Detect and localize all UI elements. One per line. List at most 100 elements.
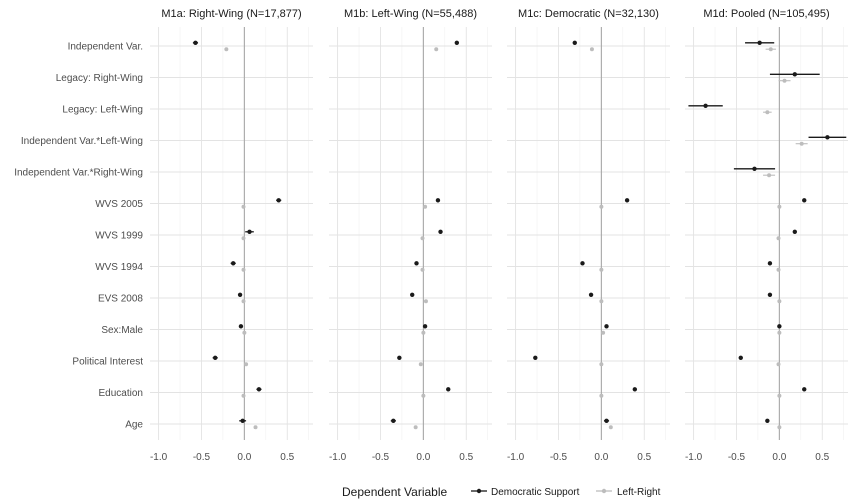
point-democratic-support-wvs-1999	[247, 229, 252, 234]
point-democratic-support-education	[446, 387, 451, 392]
point-democratic-support-wvs-1999	[438, 229, 443, 234]
point-democratic-support-age	[604, 418, 609, 423]
point-democratic-support-education	[802, 387, 807, 392]
panel-3: M1c: Democratic (N=32,130) -1.0 -0.5 0.0 0.5	[507, 8, 670, 463]
legend-key-democratic-support-point	[476, 488, 482, 494]
point-democratic-support-independent-var-left-wing	[825, 135, 830, 140]
point-left-right-wvs-1994	[776, 267, 781, 272]
legend-label-left-right: Left-Right	[617, 487, 661, 498]
point-left-right-age	[253, 425, 258, 430]
point-left-right-sex-male	[777, 330, 782, 335]
panel-2: M1b: Left-Wing (N=55,488) -1.0 -0.5 0.0 0.5	[329, 8, 492, 463]
point-left-right-wvs-2005	[423, 204, 428, 209]
x-tick-label: -0.5	[550, 452, 568, 463]
point-democratic-support-evs-2008	[410, 292, 415, 297]
point-left-right-age	[777, 425, 782, 430]
legend: Dependent Variable Democratic Support Le…	[342, 485, 661, 499]
point-democratic-support-age	[765, 418, 770, 423]
point-left-right-wvs-2005	[777, 204, 782, 209]
point-democratic-support-wvs-2005	[435, 198, 441, 203]
point-left-right-education	[241, 393, 246, 398]
point-democratic-support-wvs-1994	[231, 261, 236, 266]
point-democratic-support-political-interest	[533, 355, 538, 360]
point-democratic-support-independent-var	[572, 40, 577, 45]
point-left-right-independent-var	[589, 47, 594, 52]
panel-title-4: M1d: Pooled (N=105,495)	[703, 8, 829, 20]
x-tick-label: 0.5	[637, 452, 651, 463]
point-left-right-political-interest	[776, 362, 781, 367]
panel-title-3: M1c: Democratic (N=32,130)	[518, 8, 659, 20]
point-left-right-evs-2008	[423, 299, 428, 304]
point-left-right-age	[608, 425, 613, 430]
point-left-right-sex-male	[601, 330, 606, 335]
point-left-right-education	[599, 393, 604, 398]
point-democratic-support-wvs-2005	[276, 198, 281, 203]
point-left-right-legacy-right-wing	[782, 78, 787, 83]
x-tick-label: 0.0	[594, 452, 608, 463]
point-democratic-support-evs-2008	[767, 292, 773, 297]
point-democratic-support-political-interest	[738, 355, 743, 360]
point-left-right-wvs-1999	[776, 236, 781, 241]
point-left-right-independent-var	[224, 47, 229, 52]
point-left-right-wvs-2005	[599, 204, 604, 209]
point-democratic-support-wvs-1999	[792, 229, 798, 234]
y-axis-labels: Independent Var. Legacy: Right-Wing Legacy…	[14, 42, 143, 431]
x-tick-label: -1.0	[150, 452, 168, 463]
x-tick-label: 0.0	[416, 452, 430, 463]
point-democratic-support-age	[240, 418, 245, 423]
x-tick-label: 0.0	[772, 452, 786, 463]
x-tick-label: 0.0	[237, 452, 251, 463]
x-tick-label: -1.0	[685, 452, 703, 463]
point-left-right-political-interest	[418, 362, 423, 367]
point-left-right-sex-male	[421, 330, 426, 335]
point-democratic-support-independent-var-right-wing	[752, 166, 757, 171]
x-tick-label: 0.5	[815, 452, 829, 463]
point-left-right-evs-2008	[599, 299, 604, 304]
point-democratic-support-education	[632, 387, 638, 392]
point-left-right-wvs-1994	[599, 267, 604, 272]
y-label-age: Age	[125, 420, 143, 431]
legend-title: Dependent Variable	[342, 485, 448, 499]
point-left-right-sex-male	[242, 330, 247, 335]
point-democratic-support-wvs-2005	[624, 198, 630, 203]
point-democratic-support-wvs-1994	[414, 261, 419, 266]
point-left-right-evs-2008	[241, 299, 246, 304]
point-left-right-education	[777, 393, 782, 398]
point-democratic-support-sex-male	[238, 324, 244, 329]
panel-4: M1d: Pooled (N=105,495) -1.0 -0.5 0.0 0.5	[685, 8, 848, 463]
point-democratic-support-political-interest	[397, 355, 402, 360]
point-democratic-support-evs-2008	[588, 292, 594, 297]
panel-background	[329, 27, 492, 440]
y-label-sex-male: Sex:Male	[101, 325, 143, 336]
x-tick-label: 0.5	[280, 452, 294, 463]
point-democratic-support-legacy-right-wing	[792, 72, 798, 77]
point-democratic-support-wvs-1994	[580, 261, 585, 266]
point-democratic-support-independent-var	[193, 40, 198, 45]
legend-label-democratic-support: Democratic Support	[491, 487, 580, 498]
point-democratic-support-sex-male	[604, 324, 609, 329]
point-left-right-wvs-1994	[241, 267, 246, 272]
panel-title-1: M1a: Right-Wing (N=17,877)	[161, 8, 301, 20]
panel-1: M1a: Right-Wing (N=17,877) -1.0 -0.5 0.0 0.5	[150, 8, 313, 463]
y-label-independent-var-right-wing: Independent Var.*Right-Wing	[14, 168, 143, 179]
point-left-right-independent-var	[768, 47, 773, 52]
point-left-right-evs-2008	[777, 299, 782, 304]
panel-title-2: M1b: Left-Wing (N=55,488)	[344, 8, 477, 20]
point-left-right-political-interest	[244, 362, 249, 367]
point-democratic-support-sex-male	[422, 324, 428, 329]
y-label-wvs-1994: WVS 1994	[95, 262, 143, 273]
panels-layer: M1a: Right-Wing (N=17,877) -1.0 -0.5 0.0 0.5…	[150, 8, 848, 463]
point-democratic-support-legacy-left-wing	[703, 103, 708, 109]
point-democratic-support-political-interest	[213, 355, 218, 360]
point-democratic-support-wvs-2005	[802, 198, 807, 203]
x-tick-label: -1.0	[507, 452, 525, 463]
point-left-right-wvs-2005	[241, 204, 246, 209]
y-label-wvs-2005: WVS 2005	[95, 199, 143, 210]
point-left-right-wvs-1999	[241, 236, 246, 241]
panel-background	[685, 27, 848, 440]
y-label-education: Education	[99, 388, 143, 399]
x-tick-label: 0.5	[459, 452, 473, 463]
point-left-right-independent-var-left-wing	[799, 141, 804, 146]
point-democratic-support-sex-male	[777, 324, 782, 329]
